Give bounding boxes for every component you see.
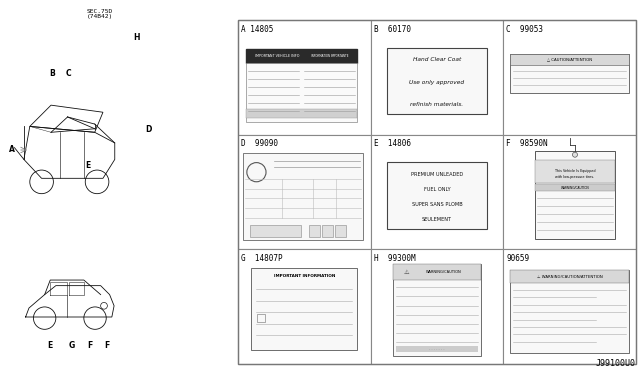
Bar <box>371 135 503 249</box>
Bar <box>257 314 265 322</box>
Bar <box>322 225 333 237</box>
Text: E  14806: E 14806 <box>374 139 411 148</box>
Text: G  14807P: G 14807P <box>241 254 283 263</box>
Text: H  99300M: H 99300M <box>374 254 415 263</box>
Text: J99100U0: J99100U0 <box>596 359 636 368</box>
Text: IMPORTANT VEHICLE INFO: IMPORTANT VEHICLE INFO <box>255 54 300 58</box>
Bar <box>238 135 371 249</box>
Bar <box>309 225 320 237</box>
Text: ⚠: ⚠ <box>404 270 409 275</box>
Text: B  60170: B 60170 <box>374 25 411 33</box>
Bar <box>393 264 481 356</box>
Bar <box>371 249 503 364</box>
Text: C  99053: C 99053 <box>506 25 543 33</box>
Bar <box>387 162 488 229</box>
Bar <box>246 49 357 63</box>
Text: IMPORTANT INFORMATION: IMPORTANT INFORMATION <box>274 274 335 278</box>
Text: SEULEMENT: SEULEMENT <box>422 217 452 222</box>
Text: G: G <box>69 341 75 350</box>
Bar <box>503 135 636 249</box>
Bar <box>335 225 346 237</box>
Bar <box>371 20 503 135</box>
Bar <box>503 20 636 135</box>
Bar <box>396 346 478 352</box>
Bar <box>510 270 629 283</box>
Bar <box>238 20 371 135</box>
Text: with low-pressure tires.: with low-pressure tires. <box>556 175 595 179</box>
Bar <box>535 151 615 239</box>
Text: D  99090: D 99090 <box>241 139 278 148</box>
Text: F  98590N: F 98590N <box>506 139 548 148</box>
Text: E: E <box>85 160 91 170</box>
Bar <box>252 268 357 350</box>
Circle shape <box>572 152 577 157</box>
Text: SEC.75D
(74B42): SEC.75D (74B42) <box>87 9 113 19</box>
Text: H: H <box>132 33 140 42</box>
Bar <box>503 249 636 364</box>
Bar <box>246 63 357 122</box>
Text: A: A <box>9 145 15 154</box>
Bar <box>535 160 615 183</box>
Bar <box>510 270 629 353</box>
Text: E: E <box>47 341 52 350</box>
Bar <box>238 249 371 364</box>
Text: ⚠ WARNING/CAUTION/ATTENTION: ⚠ WARNING/CAUTION/ATTENTION <box>537 275 602 279</box>
Text: WARNING/CAUTION: WARNING/CAUTION <box>426 270 462 274</box>
Bar <box>510 54 629 64</box>
Bar <box>250 225 301 237</box>
Text: 90659: 90659 <box>506 254 529 263</box>
Text: This Vehicle Is Equipped: This Vehicle Is Equipped <box>555 169 595 173</box>
Bar <box>387 48 488 114</box>
Text: Hand Clear Coat: Hand Clear Coat <box>413 57 461 62</box>
Text: - - - - - - -: - - - - - - - <box>429 347 445 351</box>
Text: INFORMATION IMPORTANTE: INFORMATION IMPORTANTE <box>311 54 348 58</box>
Text: SUPER SANS PLOMB: SUPER SANS PLOMB <box>412 202 462 207</box>
Text: F: F <box>88 341 93 350</box>
Bar <box>535 184 615 191</box>
Text: WARNING/CAUTION: WARNING/CAUTION <box>561 186 589 190</box>
Text: △ CAUTION/ATTENTION: △ CAUTION/ATTENTION <box>547 57 592 61</box>
Text: refinish materials.: refinish materials. <box>410 102 463 107</box>
Bar <box>393 264 481 280</box>
Text: B: B <box>49 70 55 78</box>
Text: PREMIUM UNLEADED: PREMIUM UNLEADED <box>411 171 463 177</box>
Text: D: D <box>145 125 151 135</box>
Text: FUEL ONLY: FUEL ONLY <box>424 187 451 192</box>
Text: Use only approved: Use only approved <box>410 80 465 84</box>
Bar <box>246 109 357 118</box>
Bar <box>238 20 636 364</box>
Text: F: F <box>104 341 109 350</box>
Bar <box>510 54 629 93</box>
Bar <box>243 153 363 240</box>
Text: A 14805: A 14805 <box>241 25 273 33</box>
Text: C: C <box>65 70 71 78</box>
